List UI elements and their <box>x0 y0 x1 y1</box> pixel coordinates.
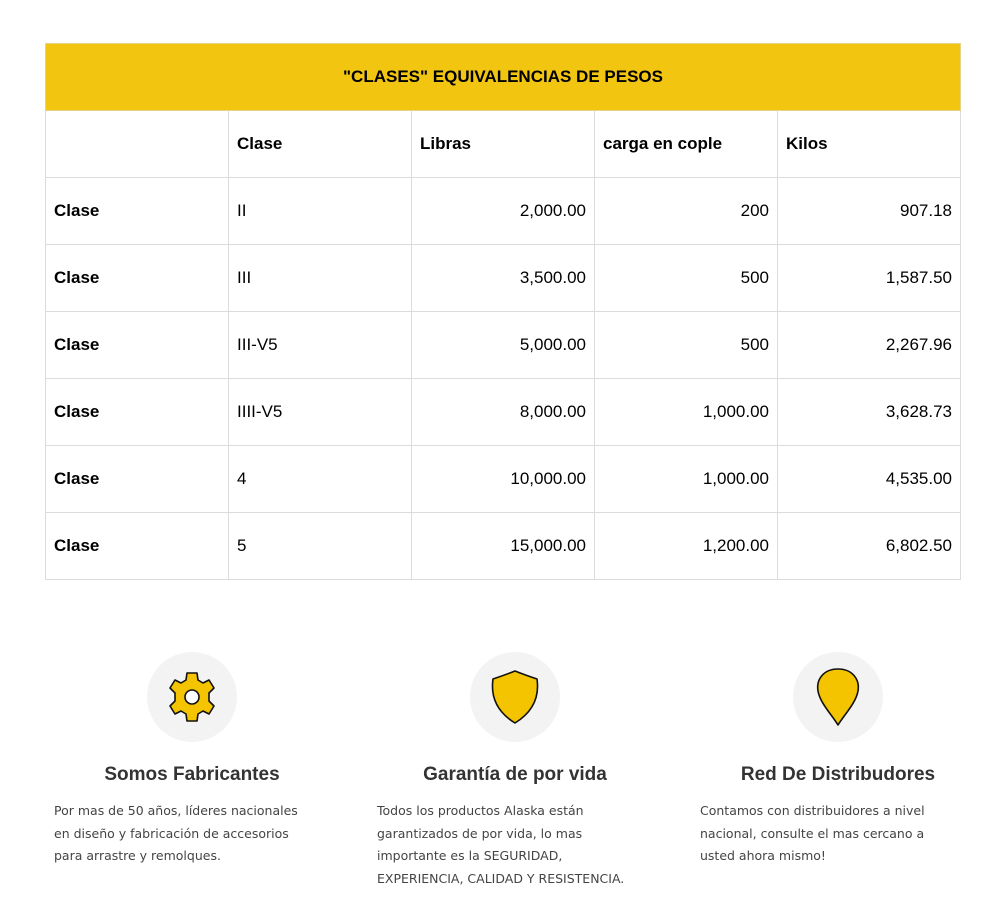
table-cell: III <box>228 244 412 312</box>
table-cell: 1,587.50 <box>777 244 961 312</box>
table-cell: II <box>228 177 412 245</box>
table-cell: Clase <box>45 512 229 580</box>
table-cell: 5,000.00 <box>411 311 595 379</box>
text-line: garantizados de por vida, lo mas <box>377 825 583 841</box>
feature-text: Contamos con distribuidores a nivel naci… <box>688 800 988 868</box>
feature-title: Garantía de por vida <box>423 764 607 785</box>
table-cell: 3,628.73 <box>777 378 961 446</box>
feature-title: Somos Fabricantes <box>104 764 280 785</box>
table-cell: Clase <box>45 378 229 446</box>
table-cell: 3,500.00 <box>411 244 595 312</box>
header-kilos: Kilos <box>777 110 961 178</box>
header-clase: Clase <box>228 110 412 178</box>
table-cell: 500 <box>594 244 778 312</box>
table-cell: 2,267.96 <box>777 311 961 379</box>
icon-circle <box>793 652 883 742</box>
icon-circle <box>470 652 560 742</box>
text-line: en diseño y fabricación de accesorios <box>54 825 289 841</box>
text-line: Contamos con distribuidores a nivel <box>700 803 925 818</box>
table-cell: 6,802.50 <box>777 512 961 580</box>
feature-distribuidores: Red De Distribudores Contamos con distri… <box>688 652 988 868</box>
table-cell: IIII-V5 <box>228 378 412 446</box>
feature-text: Por mas de 50 años, líderes nacionales e… <box>42 800 342 868</box>
weights-table: "CLASES" EQUIVALENCIAS DE PESOS Clase Li… <box>45 43 961 580</box>
table-row: Clase III-V5 5,000.00 500 2,267.96 <box>45 311 961 379</box>
table-row: Clase III 3,500.00 500 1,587.50 <box>45 244 961 312</box>
header-carga: carga en cople <box>594 110 778 178</box>
table-row: Clase II 2,000.00 200 907.18 <box>45 177 961 245</box>
table-title: "CLASES" EQUIVALENCIAS DE PESOS <box>45 43 961 111</box>
table-cell: 4 <box>228 445 412 513</box>
feature-garantia: Garantía de por vida Todos los productos… <box>365 652 665 890</box>
table-cell: 500 <box>594 311 778 379</box>
table-cell: 2,000.00 <box>411 177 595 245</box>
text-line: nacional, consulte el mas cercano a <box>700 825 925 841</box>
table-row: Clase 4 10,000.00 1,000.00 4,535.00 <box>45 445 961 513</box>
icon-circle <box>147 652 237 742</box>
gear-icon <box>169 672 215 722</box>
table-cell: III-V5 <box>228 311 412 379</box>
text-line: importante es la SEGURIDAD, <box>377 848 563 863</box>
table-cell: 4,535.00 <box>777 445 961 513</box>
text-line: Por mas de 50 años, líderes nacionales <box>54 803 298 818</box>
table-cell: 1,200.00 <box>594 512 778 580</box>
table-cell: 1,000.00 <box>594 378 778 446</box>
header-cell <box>45 110 229 178</box>
table-row: Clase IIII-V5 8,000.00 1,000.00 3,628.73 <box>45 378 961 446</box>
table-cell: Clase <box>45 311 229 379</box>
table-cell: 15,000.00 <box>411 512 595 580</box>
text-line: usted ahora mismo! <box>700 848 826 863</box>
table-cell: 1,000.00 <box>594 445 778 513</box>
table-cell: Clase <box>45 177 229 245</box>
table-cell: 5 <box>228 512 412 580</box>
table-cell: 200 <box>594 177 778 245</box>
text-line: Todos los productos Alaska están <box>377 803 584 818</box>
table-cell: 907.18 <box>777 177 961 245</box>
text-line: EXPERIENCIA, CALIDAD Y RESISTENCIA. <box>377 870 625 886</box>
table-cell: 8,000.00 <box>411 378 595 446</box>
map-pin-icon <box>816 668 860 726</box>
shield-icon <box>491 670 539 724</box>
feature-text: Todos los productos Alaska están garanti… <box>365 800 665 890</box>
table-row: Clase 5 15,000.00 1,200.00 6,802.50 <box>45 512 961 580</box>
header-libras: Libras <box>411 110 595 178</box>
feature-fabricantes: Somos Fabricantes Por mas de 50 años, lí… <box>42 652 342 868</box>
table-cell: 10,000.00 <box>411 445 595 513</box>
table-cell: Clase <box>45 445 229 513</box>
feature-title: Red De Distribudores <box>740 764 936 785</box>
text-line: para arrastre y remolques. <box>54 848 221 863</box>
table-cell: Clase <box>45 244 229 312</box>
table-header-row: Clase Libras carga en cople Kilos <box>45 110 961 178</box>
